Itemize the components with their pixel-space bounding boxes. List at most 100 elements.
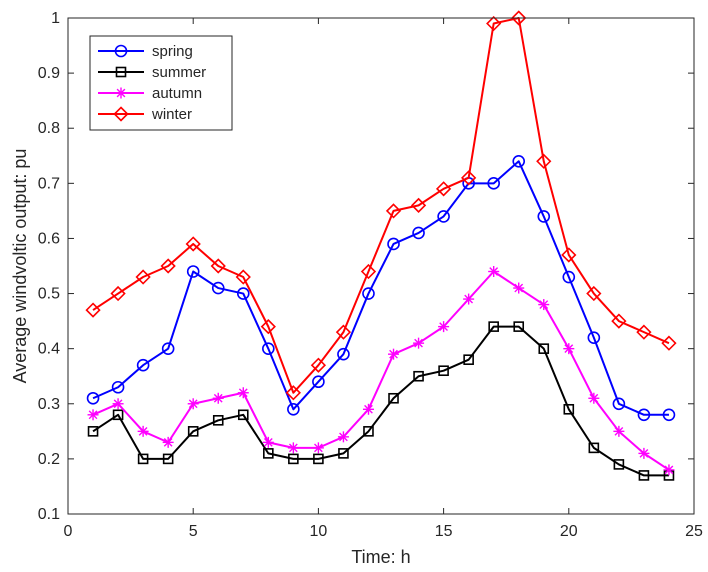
series-layer <box>85 10 677 481</box>
data-point-autumn <box>312 442 324 454</box>
data-point-summer <box>187 426 199 437</box>
legend-item-spring: spring <box>98 43 193 60</box>
data-point-spring <box>587 331 601 344</box>
data-point-winter <box>385 203 402 219</box>
x-tick-label: 20 <box>560 523 578 540</box>
data-point-spring <box>662 408 676 422</box>
data-point-spring <box>637 408 651 422</box>
legend-label: winter <box>151 106 192 123</box>
data-point-winter <box>260 318 276 335</box>
data-point-spring <box>487 177 500 190</box>
y-tick-label: 0.6 <box>38 230 60 247</box>
data-point-spring <box>362 287 375 300</box>
data-point-summer <box>438 365 449 377</box>
y-tick-label: 0.9 <box>38 65 60 82</box>
data-point-spring <box>337 347 350 361</box>
data-point-autumn <box>438 321 450 333</box>
data-point-spring <box>86 391 100 405</box>
series-autumn <box>87 266 675 476</box>
data-point-autumn <box>112 398 124 410</box>
data-point-winter <box>561 247 577 263</box>
y-tick-label: 0.2 <box>38 451 60 468</box>
data-point-autumn <box>212 392 224 404</box>
legend-marker <box>114 44 128 58</box>
data-point-spring <box>111 380 125 394</box>
data-point-summer <box>313 453 324 465</box>
y-tick-label: 0.8 <box>38 120 60 137</box>
data-point-spring <box>136 358 150 372</box>
data-point-autumn <box>663 464 675 476</box>
data-point-spring <box>562 270 576 284</box>
y-tick-label: 0.1 <box>38 506 60 523</box>
legend-item-summer: summer <box>98 64 206 81</box>
data-point-winter <box>85 302 101 318</box>
data-point-summer <box>638 470 650 481</box>
data-point-winter <box>285 385 301 401</box>
legend-marker <box>115 66 127 78</box>
legend-label: summer <box>152 64 206 81</box>
legend-item-winter: winter <box>98 106 192 123</box>
legend: spring summer autumn winter <box>89 35 233 131</box>
data-point-summer <box>488 321 499 332</box>
data-point-autumn <box>388 348 400 360</box>
data-point-winter <box>536 153 552 169</box>
data-point-autumn <box>162 436 174 448</box>
data-point-summer <box>363 426 374 437</box>
series-line-autumn <box>92 270 670 471</box>
data-point-winter <box>486 15 502 32</box>
data-point-winter <box>135 269 151 285</box>
data-point-autumn <box>362 403 374 415</box>
data-point-autumn <box>538 299 550 311</box>
data-point-autumn <box>488 266 500 278</box>
series-winter <box>85 10 677 401</box>
data-point-spring <box>186 265 200 278</box>
y-tick-label: 0.5 <box>38 286 60 303</box>
data-point-summer <box>563 403 575 415</box>
data-point-winter <box>586 285 602 302</box>
data-point-spring <box>211 281 225 295</box>
data-point-winter <box>661 335 677 351</box>
series-line-spring <box>92 160 669 416</box>
data-point-winter <box>611 313 627 329</box>
data-point-summer <box>413 370 424 382</box>
data-point-spring <box>387 237 400 251</box>
data-point-winter <box>310 357 327 373</box>
data-point-spring <box>412 226 425 240</box>
data-point-autumn <box>187 398 199 410</box>
data-point-autumn <box>337 431 349 443</box>
series-spring <box>86 154 676 422</box>
data-point-spring <box>537 210 551 223</box>
data-point-summer <box>613 459 625 470</box>
data-point-autumn <box>513 282 525 294</box>
data-point-autumn <box>563 343 575 355</box>
legend-label: autumn <box>152 85 202 102</box>
x-axis-label: Time: h <box>351 547 410 567</box>
data-point-autumn <box>463 293 475 305</box>
y-tick-label: 0.4 <box>38 341 60 358</box>
data-point-winter <box>210 258 226 274</box>
series-summer <box>87 321 675 481</box>
data-point-autumn <box>413 337 425 349</box>
y-tick-label: 0.7 <box>38 175 60 192</box>
x-tick-label: 0 <box>64 523 73 540</box>
data-point-autumn <box>287 442 299 454</box>
data-point-autumn <box>137 425 149 437</box>
y-tick-label: 1 <box>51 10 60 27</box>
data-point-spring <box>287 402 300 416</box>
y-axis-label: Average windvoltic output: pu <box>10 149 30 384</box>
data-point-summer <box>588 442 600 454</box>
plot-frame <box>67 17 695 515</box>
data-point-autumn <box>588 392 600 404</box>
data-point-winter <box>160 258 176 274</box>
data-point-summer <box>388 392 399 404</box>
x-tick-label: 15 <box>435 523 453 540</box>
data-point-autumn <box>262 436 274 448</box>
data-point-winter <box>461 170 477 186</box>
data-point-summer <box>538 343 550 354</box>
legend-label: spring <box>152 43 193 60</box>
series-line-winter <box>92 17 670 394</box>
data-point-winter <box>435 181 452 197</box>
data-point-summer <box>288 453 299 465</box>
data-point-spring <box>612 397 626 411</box>
legend-marker <box>113 106 129 122</box>
